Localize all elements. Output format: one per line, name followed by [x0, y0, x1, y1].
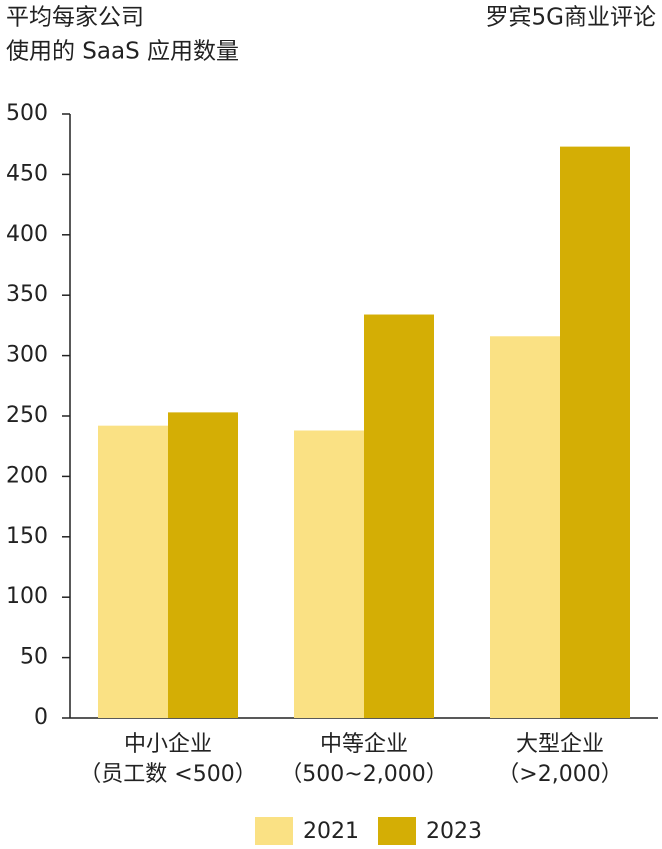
y-tick-label: 450: [6, 161, 48, 186]
y-tick-label: 100: [6, 584, 48, 609]
y-tick-label: 50: [20, 645, 48, 670]
chart-title: 平均每家公司: [6, 5, 144, 31]
y-tick-label: 350: [6, 282, 48, 307]
y-tick-label: 300: [6, 343, 48, 368]
source: 罗宾5G商业评论: [486, 5, 656, 31]
chart-title: 使用的 SaaS 应用数量: [6, 39, 239, 65]
y-tick-label: 400: [6, 222, 48, 247]
y-tick-label: 0: [34, 705, 48, 730]
x-tick-label: 中等企业: [320, 732, 408, 757]
y-tick-label: 200: [6, 463, 48, 488]
legend-label: 2023: [426, 819, 482, 844]
bar: [490, 336, 560, 718]
legend-label: 2021: [303, 819, 359, 844]
bar: [364, 314, 434, 718]
legend-swatch: [378, 817, 416, 845]
legend-swatch: [255, 817, 293, 845]
y-tick-label: 250: [6, 403, 48, 428]
x-tick-label: （员工数 <500）: [79, 762, 256, 787]
y-tick-label: 500: [6, 101, 48, 126]
x-tick-label: （>2,000）: [497, 762, 622, 787]
bar: [294, 430, 364, 718]
y-tick-label: 150: [6, 524, 48, 549]
x-tick-label: 大型企业: [516, 732, 604, 757]
bar: [168, 412, 238, 718]
x-tick-label: （500~2,000）: [280, 762, 447, 787]
bar: [98, 425, 168, 718]
bar: [560, 146, 630, 719]
x-tick-label: 中小企业: [124, 732, 212, 757]
